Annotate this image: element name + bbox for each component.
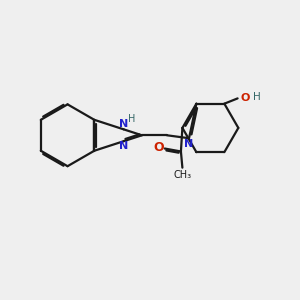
Text: O: O bbox=[240, 93, 250, 103]
Text: O: O bbox=[153, 141, 164, 154]
Text: CH₃: CH₃ bbox=[173, 170, 191, 180]
Text: N: N bbox=[119, 142, 128, 152]
Text: H: H bbox=[128, 114, 136, 124]
Text: H: H bbox=[253, 92, 261, 102]
Text: N: N bbox=[119, 119, 128, 129]
Text: N: N bbox=[184, 139, 194, 149]
